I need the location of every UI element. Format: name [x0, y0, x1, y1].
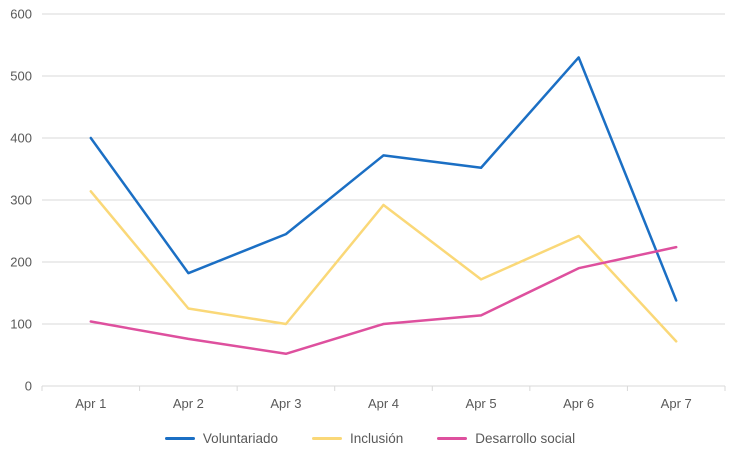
legend-item-voluntariado[interactable]: Voluntariado	[164, 430, 278, 446]
y-axis-label: 200	[10, 255, 32, 270]
legend-line-icon	[311, 436, 342, 440]
y-axis-label: 100	[10, 317, 32, 332]
y-axis-label: 300	[10, 193, 32, 208]
legend-line-icon	[437, 436, 468, 440]
series-line-voluntariado	[89, 56, 678, 302]
legend-label: Desarrollo social	[475, 430, 576, 446]
y-axis-label: 0	[25, 379, 32, 394]
x-axis-label: Apr 3	[270, 396, 301, 411]
y-axis-label: 400	[10, 131, 32, 146]
legend-item-inclusion[interactable]: Inclusión	[311, 430, 404, 446]
line-chart-canvas: 0 100 200 300 400 500 600 Apr 1 Apr 2 Apr 3 Apr 4 A…	[10, 7, 726, 411]
legend-label: Voluntariado	[202, 430, 278, 446]
x-axis-label: Apr 5	[466, 396, 497, 411]
x-axis-label: Apr 6	[563, 396, 594, 411]
legend-item-desarrollo-social[interactable]: Desarrollo social	[437, 431, 575, 446]
chart-legend: Voluntariado Inclusión Desarrollo social	[0, 426, 740, 450]
series-line-inclusion	[89, 190, 678, 343]
y-axis-label: 600	[10, 7, 32, 22]
x-axis-label: Apr 1	[75, 396, 106, 411]
legend-line-icon	[164, 436, 195, 440]
y-axis-label: 500	[10, 69, 32, 84]
x-axis-label: Apr 2	[173, 396, 204, 411]
x-axis-label: Apr 4	[368, 396, 399, 411]
series-line-desarrollo-social	[89, 245, 678, 356]
x-axis-label: Apr 7	[661, 396, 692, 411]
legend-label: Inclusión	[349, 430, 404, 446]
